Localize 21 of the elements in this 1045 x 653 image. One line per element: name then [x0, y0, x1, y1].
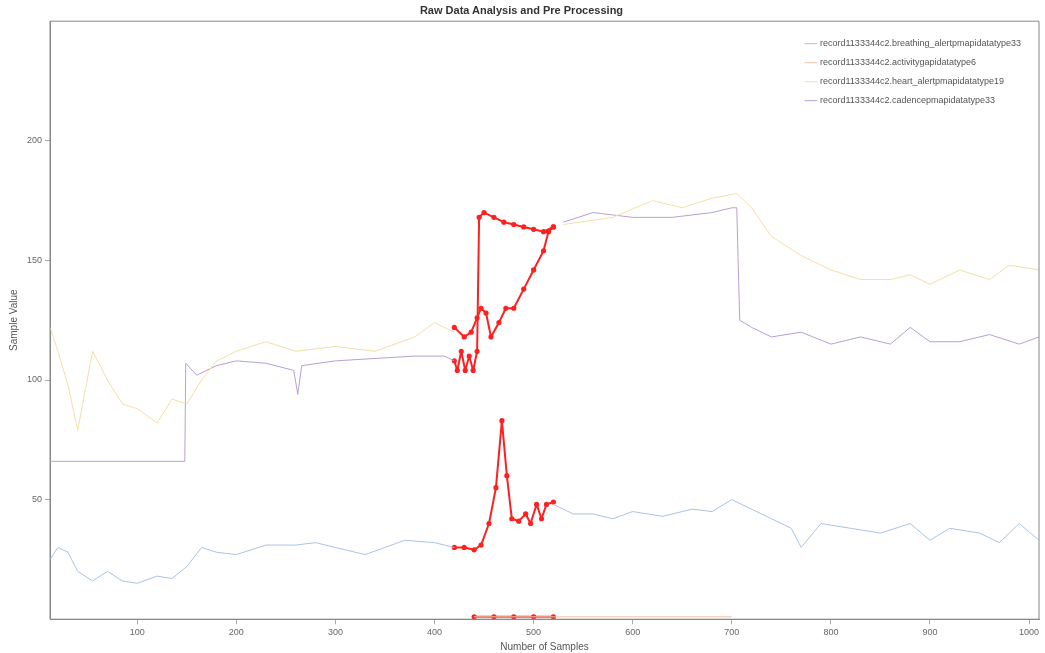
- x-tick-label: 900: [922, 627, 938, 638]
- legend-label: record1133344c2.cadencepmapidatatype33: [820, 95, 995, 106]
- x-tick-label: 500: [526, 627, 542, 638]
- x-tick-label: 700: [724, 627, 740, 638]
- x-tick-label: 400: [427, 627, 443, 638]
- chart-title: Raw Data Analysis and Pre Processing: [419, 3, 624, 16]
- x-tick-label: 100: [129, 627, 145, 638]
- y-tick-label: 100: [26, 374, 43, 385]
- x-tick-label: 800: [823, 627, 839, 638]
- y-tick-label: 50: [32, 494, 43, 505]
- x-tick-label: 200: [228, 627, 244, 638]
- legend-label: record1133344c2.activitygapidatatype6: [820, 57, 976, 68]
- x-tick-label: 300: [327, 627, 343, 638]
- y-tick-label: 200: [26, 135, 43, 146]
- x-tick-label: 1000: [1019, 627, 1040, 638]
- legend-label: record1133344c2.heart_alertpmapidatatype19: [820, 76, 1004, 87]
- y-tick-label: 150: [26, 254, 43, 265]
- legend-label: record1133344c2.breathing_alertpmapidatatype33: [820, 38, 1021, 49]
- x-tick-label: 600: [625, 627, 641, 638]
- y-axis-title: Sample Value: [7, 289, 19, 351]
- x-axis-title: Number of Samples: [500, 640, 589, 652]
